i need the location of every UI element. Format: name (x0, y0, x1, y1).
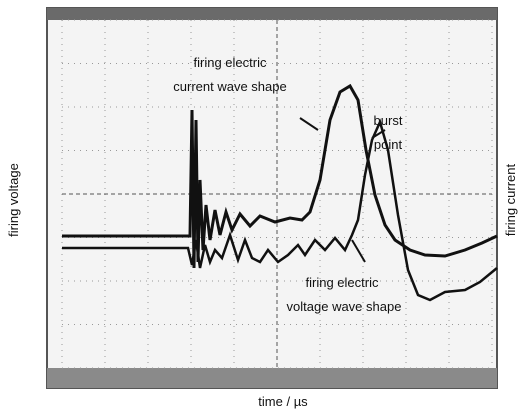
annotation-line: point (374, 137, 403, 152)
top-status-bar (47, 8, 497, 20)
oscilloscope-figure: firing voltage firing current time / µs … (0, 0, 520, 412)
annotation-line: voltage wave shape (287, 299, 402, 314)
annotation-line: burst (374, 113, 403, 128)
annotation-line: firing electric (194, 55, 267, 70)
bottom-status-bar (47, 368, 497, 388)
annotation-line: firing electric (306, 275, 379, 290)
left-axis-label: firing voltage (6, 163, 21, 237)
right-axis-label: firing current (503, 163, 518, 236)
page: firing voltage firing current time / µs … (0, 0, 520, 412)
scope-screen (47, 8, 497, 388)
annotation-line: current wave shape (173, 79, 286, 94)
bottom-axis-label: time / µs (258, 394, 308, 409)
